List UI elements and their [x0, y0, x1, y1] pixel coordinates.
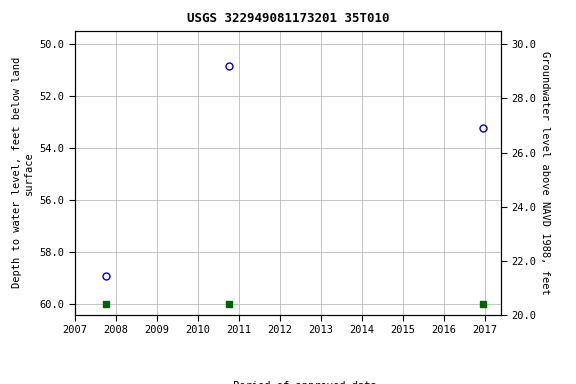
- Title: USGS 322949081173201 35T010: USGS 322949081173201 35T010: [187, 12, 389, 25]
- Y-axis label: Groundwater level above NAVD 1988, feet: Groundwater level above NAVD 1988, feet: [540, 51, 551, 295]
- Legend: Period of approved data: Period of approved data: [195, 376, 381, 384]
- Y-axis label: Depth to water level, feet below land
surface: Depth to water level, feet below land su…: [12, 57, 34, 288]
